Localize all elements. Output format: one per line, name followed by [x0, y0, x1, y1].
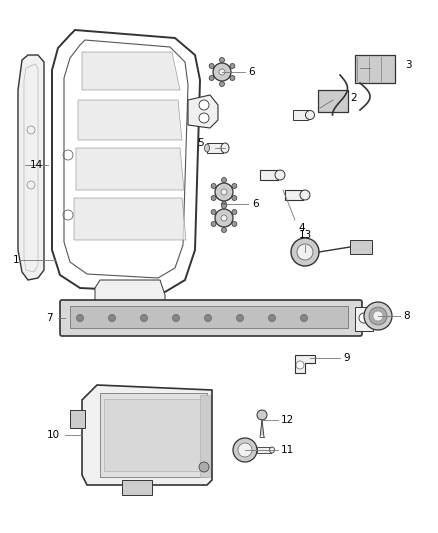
Ellipse shape	[275, 170, 285, 180]
Circle shape	[230, 63, 235, 69]
Circle shape	[219, 69, 225, 75]
Circle shape	[205, 314, 212, 321]
Bar	[200, 395, 210, 477]
Text: 14: 14	[30, 160, 43, 170]
Circle shape	[213, 63, 231, 81]
Circle shape	[211, 222, 216, 227]
Text: 11: 11	[281, 445, 294, 455]
Text: 12: 12	[281, 415, 294, 425]
Circle shape	[238, 443, 252, 457]
Circle shape	[222, 177, 226, 182]
Circle shape	[209, 63, 214, 69]
Bar	[257, 447, 271, 453]
Circle shape	[222, 228, 226, 232]
Text: 4: 4	[298, 223, 304, 233]
Text: 8: 8	[403, 311, 410, 321]
Circle shape	[233, 438, 257, 462]
Polygon shape	[104, 399, 202, 471]
Text: 1: 1	[13, 255, 20, 265]
Bar	[355, 55, 395, 83]
Ellipse shape	[221, 143, 229, 153]
Bar	[285, 190, 303, 200]
Polygon shape	[76, 148, 184, 190]
Circle shape	[173, 314, 180, 321]
Circle shape	[141, 314, 148, 321]
Circle shape	[77, 314, 84, 321]
Text: 6: 6	[248, 67, 254, 77]
Circle shape	[232, 183, 237, 189]
Circle shape	[215, 183, 233, 201]
Text: 7: 7	[46, 313, 53, 323]
Circle shape	[237, 314, 244, 321]
Circle shape	[221, 215, 227, 221]
Circle shape	[211, 209, 216, 214]
Text: 2: 2	[350, 93, 357, 103]
Circle shape	[211, 196, 216, 200]
Circle shape	[209, 76, 214, 80]
Ellipse shape	[205, 144, 209, 152]
Circle shape	[199, 113, 209, 123]
Circle shape	[232, 209, 237, 214]
Circle shape	[211, 183, 216, 189]
Bar	[207, 143, 223, 153]
Ellipse shape	[300, 190, 310, 200]
Circle shape	[199, 100, 209, 110]
Circle shape	[300, 314, 307, 321]
Bar	[355, 307, 373, 331]
Circle shape	[291, 238, 319, 266]
Circle shape	[109, 314, 116, 321]
Circle shape	[215, 209, 233, 227]
Ellipse shape	[305, 110, 314, 119]
Circle shape	[359, 313, 369, 323]
Circle shape	[219, 58, 225, 62]
Circle shape	[222, 204, 226, 208]
Bar	[293, 110, 308, 120]
Bar	[70, 306, 348, 328]
Circle shape	[232, 196, 237, 200]
Circle shape	[232, 222, 237, 227]
Polygon shape	[95, 280, 165, 310]
Polygon shape	[82, 52, 180, 90]
Polygon shape	[100, 393, 207, 477]
Circle shape	[230, 76, 235, 80]
Text: 6: 6	[252, 199, 258, 209]
Bar	[260, 170, 278, 180]
Polygon shape	[188, 95, 218, 128]
Circle shape	[373, 311, 383, 321]
Ellipse shape	[269, 447, 275, 453]
Text: 9: 9	[343, 353, 350, 363]
Text: 5: 5	[198, 138, 204, 148]
Bar	[318, 90, 348, 112]
Bar	[122, 480, 152, 495]
Polygon shape	[295, 355, 315, 373]
Circle shape	[257, 410, 267, 420]
Circle shape	[369, 307, 387, 325]
Polygon shape	[261, 420, 263, 435]
Circle shape	[268, 314, 276, 321]
Polygon shape	[78, 100, 182, 140]
Circle shape	[199, 462, 209, 472]
Text: 3: 3	[405, 60, 412, 70]
FancyBboxPatch shape	[60, 300, 362, 336]
Circle shape	[222, 201, 226, 206]
Text: 10: 10	[47, 430, 60, 440]
Bar	[350, 240, 372, 254]
Polygon shape	[74, 198, 186, 240]
Circle shape	[296, 361, 304, 369]
Circle shape	[297, 244, 313, 260]
Circle shape	[364, 302, 392, 330]
Polygon shape	[18, 55, 44, 280]
Text: 13: 13	[298, 230, 311, 240]
Circle shape	[219, 82, 225, 86]
Circle shape	[221, 189, 227, 195]
Bar	[70, 410, 85, 428]
Polygon shape	[82, 385, 212, 485]
